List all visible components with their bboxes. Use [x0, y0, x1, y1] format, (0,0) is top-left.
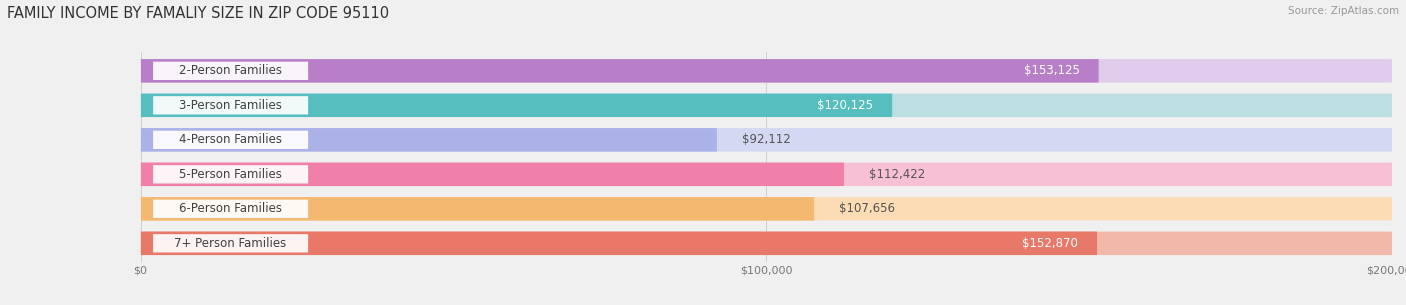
FancyBboxPatch shape — [141, 163, 1392, 186]
FancyBboxPatch shape — [141, 128, 1392, 152]
FancyBboxPatch shape — [141, 163, 844, 186]
FancyBboxPatch shape — [141, 59, 1098, 83]
FancyBboxPatch shape — [153, 234, 308, 253]
Text: $107,656: $107,656 — [839, 202, 896, 215]
FancyBboxPatch shape — [141, 94, 1392, 117]
Text: $92,112: $92,112 — [742, 133, 790, 146]
Text: FAMILY INCOME BY FAMALIY SIZE IN ZIP CODE 95110: FAMILY INCOME BY FAMALIY SIZE IN ZIP COD… — [7, 6, 389, 21]
Text: 5-Person Families: 5-Person Families — [179, 168, 283, 181]
Text: $153,125: $153,125 — [1024, 64, 1080, 77]
FancyBboxPatch shape — [153, 96, 308, 114]
FancyBboxPatch shape — [153, 131, 308, 149]
FancyBboxPatch shape — [153, 165, 308, 184]
Text: 6-Person Families: 6-Person Families — [179, 202, 283, 215]
FancyBboxPatch shape — [141, 197, 814, 221]
FancyBboxPatch shape — [141, 197, 1392, 221]
FancyBboxPatch shape — [141, 94, 893, 117]
Text: $112,422: $112,422 — [869, 168, 925, 181]
FancyBboxPatch shape — [141, 231, 1392, 255]
FancyBboxPatch shape — [141, 231, 1097, 255]
Text: $120,125: $120,125 — [817, 99, 873, 112]
Text: 3-Person Families: 3-Person Families — [179, 99, 283, 112]
FancyBboxPatch shape — [153, 200, 308, 218]
Text: 2-Person Families: 2-Person Families — [179, 64, 283, 77]
Text: Source: ZipAtlas.com: Source: ZipAtlas.com — [1288, 6, 1399, 16]
FancyBboxPatch shape — [141, 59, 1392, 83]
FancyBboxPatch shape — [153, 62, 308, 80]
Text: 7+ Person Families: 7+ Person Families — [174, 237, 287, 250]
FancyBboxPatch shape — [141, 128, 717, 152]
Text: 4-Person Families: 4-Person Families — [179, 133, 283, 146]
Text: $152,870: $152,870 — [1022, 237, 1078, 250]
